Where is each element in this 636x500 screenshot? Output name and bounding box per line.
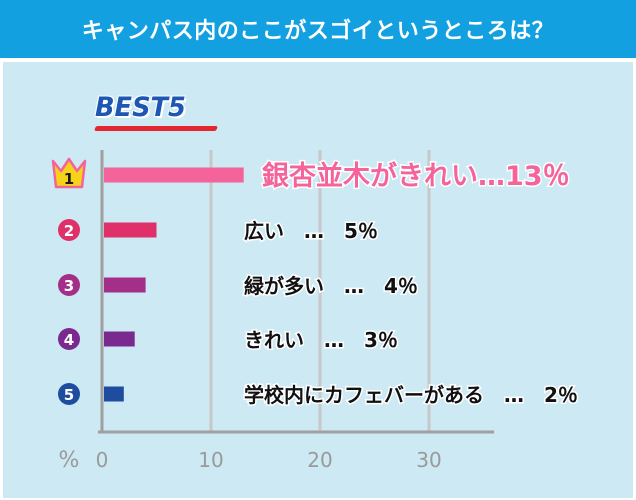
- bar-3: [104, 277, 146, 293]
- bar-label-1: 銀杏並木がきれい…13％: [262, 160, 570, 192]
- rank-2-number: 2: [64, 222, 74, 240]
- x-tick-label-20: 20: [307, 448, 332, 472]
- x-tick-label-10: 10: [198, 448, 223, 472]
- x-axis-label: %: [59, 448, 80, 473]
- bar-5: [104, 386, 124, 402]
- bar-label-2: 広い … 5％: [244, 219, 378, 243]
- bar-1: [104, 167, 244, 183]
- x-tick-label-0: 0: [96, 448, 109, 472]
- best-badge-text: BEST5: [95, 92, 186, 123]
- bar-label-4: きれい … 3％: [244, 328, 398, 352]
- rank-4-circle-icon: [58, 328, 80, 350]
- page-title: キャンパス内のここがスゴイというところは？: [0, 0, 636, 58]
- rank-1-crown-icon: 1: [51, 157, 87, 189]
- bar-label-5: 学校内にカフェバーがある … 2％: [244, 383, 578, 407]
- rank-4-number: 4: [64, 331, 74, 349]
- rank-3-number: 3: [64, 277, 74, 295]
- rank-5-number: 5: [64, 386, 74, 404]
- best-badge: BEST5: [94, 92, 220, 132]
- rank-1-crown-shape: [51, 157, 87, 189]
- rank-2-circle-icon: [58, 219, 80, 241]
- rank-3-circle-icon: [58, 274, 80, 296]
- rank-5-circle-icon: [58, 383, 80, 405]
- bar-4: [104, 331, 135, 347]
- x-tick-label-30: 30: [416, 448, 441, 472]
- rank-1-number: 1: [64, 170, 74, 188]
- bar-label-3: 緑が多い … 4％: [244, 274, 418, 298]
- bar-2: [104, 222, 157, 238]
